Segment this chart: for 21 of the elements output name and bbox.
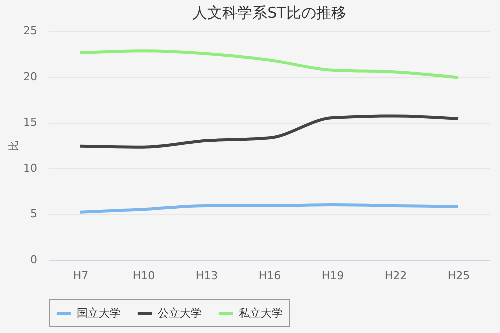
y-axis-title: 比	[8, 140, 21, 152]
x-tick-label: H16	[258, 270, 282, 282]
x-tick-label: H19	[322, 270, 344, 282]
x-tick-label: H25	[448, 270, 470, 282]
y-tick-label: 5	[30, 208, 38, 221]
x-tick-label: H10	[132, 270, 156, 282]
y-tick-label: 0	[30, 254, 38, 266]
x-tick-label: H22	[384, 270, 408, 282]
legend-label: 私立大学	[239, 307, 283, 320]
line-series	[79, 114, 460, 149]
y-tick-label: 25	[24, 24, 38, 38]
chart-title: 人文科学系ST比の推移	[192, 4, 346, 22]
x-tick-label: H7	[73, 270, 89, 282]
legend-label: 国立大学	[77, 307, 121, 320]
legend-label: 公立大学	[158, 307, 202, 320]
y-tick-label: 10	[24, 162, 38, 175]
y-tick-label: 15	[24, 116, 38, 130]
x-tick-label: H13	[196, 270, 218, 282]
y-tick-label: 20	[24, 70, 38, 84]
line-series	[79, 204, 460, 214]
line-series	[79, 50, 460, 80]
